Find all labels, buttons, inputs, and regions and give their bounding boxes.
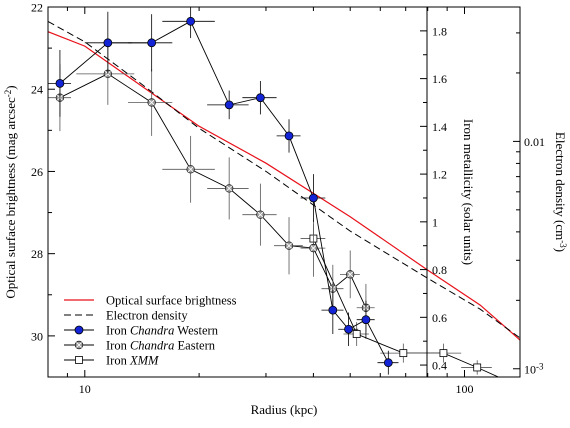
point-xmm-5	[506, 378, 513, 385]
legend-label-text: Iron	[106, 354, 130, 368]
legend-label-italic: Chandra	[130, 339, 174, 353]
y-left-axis-label-sup: -2	[3, 90, 13, 98]
point-western-9	[344, 324, 353, 334]
legend-label-italic: XMM	[129, 354, 159, 368]
legend-label: Iron Chandra Eastern	[106, 339, 216, 353]
x-tick-label: 10	[79, 382, 91, 396]
point-western-1	[103, 38, 113, 48]
point-eastern-9-cross-b	[347, 271, 354, 278]
point-xmm-1	[352, 330, 361, 338]
point-xmm-2	[399, 349, 408, 358]
y-mid-tick-label: 0.4	[432, 359, 447, 373]
legend-swatch-marker-cross-b	[76, 342, 82, 348]
legend-label-text: Iron	[106, 324, 130, 338]
point-western-11	[383, 358, 393, 368]
point-eastern-2	[147, 98, 156, 107]
y-left-tick-label: 22	[31, 1, 43, 15]
x-axis-label: Radius (kpc)	[251, 402, 318, 417]
legend-label: Iron Chandra Western	[106, 324, 219, 338]
point-eastern-4	[224, 184, 234, 193]
point-eastern-3	[186, 165, 195, 174]
legend-swatch-marker	[74, 340, 84, 350]
electron-density-line	[48, 20, 520, 339]
point-eastern-6-cross-b	[286, 242, 292, 249]
x-tick-label: 100	[456, 382, 474, 396]
legend-item-2: Iron Chandra Western	[64, 324, 219, 338]
legend-item-4: Iron XMM	[64, 354, 159, 368]
point-western-4	[224, 100, 234, 110]
legend-item-1: Electron density	[64, 309, 188, 323]
point-eastern-3-cross-b	[187, 166, 194, 173]
point-western-0	[55, 78, 65, 88]
series-eastern-connector	[59, 73, 367, 308]
legend-label-text: Iron	[106, 339, 130, 353]
series-layer	[48, 7, 520, 385]
legend-label: Iron XMM	[106, 354, 159, 368]
point-western-3	[186, 16, 196, 26]
point-xmm-4	[473, 363, 482, 372]
legend-label: Electron density	[106, 309, 188, 323]
point-xmm-3	[439, 349, 448, 358]
y-right-axis-label-end: )	[553, 248, 568, 252]
y-left-tick-label: 28	[31, 247, 43, 261]
y-mid-tick-label: 0.8	[432, 263, 447, 277]
y-mid-tick-label: 1	[432, 215, 438, 229]
y-mid-tick-label: 1.6	[432, 72, 447, 86]
y-left-axis-label: Optical surface brightness (mag arcsec-2…	[3, 85, 18, 298]
legend-label-text: Optical surface brightness	[106, 294, 237, 308]
legend-item-3: Iron Chandra Eastern	[64, 339, 216, 353]
point-western-8	[328, 305, 338, 315]
y-mid-tick-label: 1.4	[432, 120, 447, 134]
point-eastern-2-cross-b	[148, 99, 155, 106]
y-left-axis-label-text: Optical surface brightness (mag arcsec	[3, 97, 18, 299]
point-eastern-7	[309, 243, 318, 253]
point-western-7	[309, 193, 318, 203]
point-western-2	[147, 38, 157, 48]
series-eastern	[48, 42, 375, 332]
point-eastern-4-cross-b	[226, 185, 233, 192]
axes-layer: 10 100 22 24 26 28 30 0.4 0.6 0.8 1 1.2 1.4 1.6 1.8 0.0…	[3, 1, 568, 418]
legend-label: Optical surface brightness	[106, 294, 237, 308]
y-mid-axis-label: Iron metallicity (solar units)	[461, 119, 476, 265]
optical-brightness-line	[48, 31, 520, 341]
point-eastern-5-cross-b	[257, 211, 264, 218]
point-western-6	[284, 131, 294, 141]
y-mid-tick-label: 1.8	[432, 24, 447, 38]
y-right-tick-sup: -3	[536, 361, 544, 371]
y-mid-tick-label: 0.6	[432, 311, 447, 325]
point-western-5	[255, 93, 265, 103]
legend-swatch-marker	[75, 356, 83, 364]
y-right-tick-label: 10-3	[524, 361, 544, 376]
legend-label-text: Electron density	[106, 309, 188, 323]
point-eastern-6	[284, 241, 294, 250]
y-right-axis-label-sup: -3	[558, 240, 568, 248]
y-right-axis-label-text: Electron density (cm	[553, 132, 568, 240]
point-eastern-9	[346, 270, 355, 279]
legend-label-suffix: Eastern	[174, 339, 215, 353]
y-left-tick-label: 24	[31, 83, 43, 97]
point-western-10	[361, 315, 371, 325]
legend-item-0: Optical surface brightness	[64, 294, 237, 308]
point-eastern-1-cross-b	[104, 70, 111, 77]
legend-label-italic: Chandra	[130, 324, 174, 338]
legend-swatch-marker	[74, 325, 84, 335]
y-left-tick-label: 26	[31, 165, 43, 179]
legend-label-suffix: Western	[174, 324, 218, 338]
y-right-axis-label: Electron density (cm-3)	[553, 132, 568, 252]
y-left-axis-label-end: )	[3, 85, 18, 89]
series-xmm	[300, 224, 513, 385]
point-eastern-7-cross-b	[310, 245, 317, 252]
y-left-tick-label: 30	[31, 329, 43, 343]
y-right-tick-label: 0.01	[524, 135, 545, 149]
point-eastern-5	[256, 210, 265, 219]
series-western	[48, 7, 399, 375]
y-mid-tick-label: 1.2	[432, 168, 447, 182]
